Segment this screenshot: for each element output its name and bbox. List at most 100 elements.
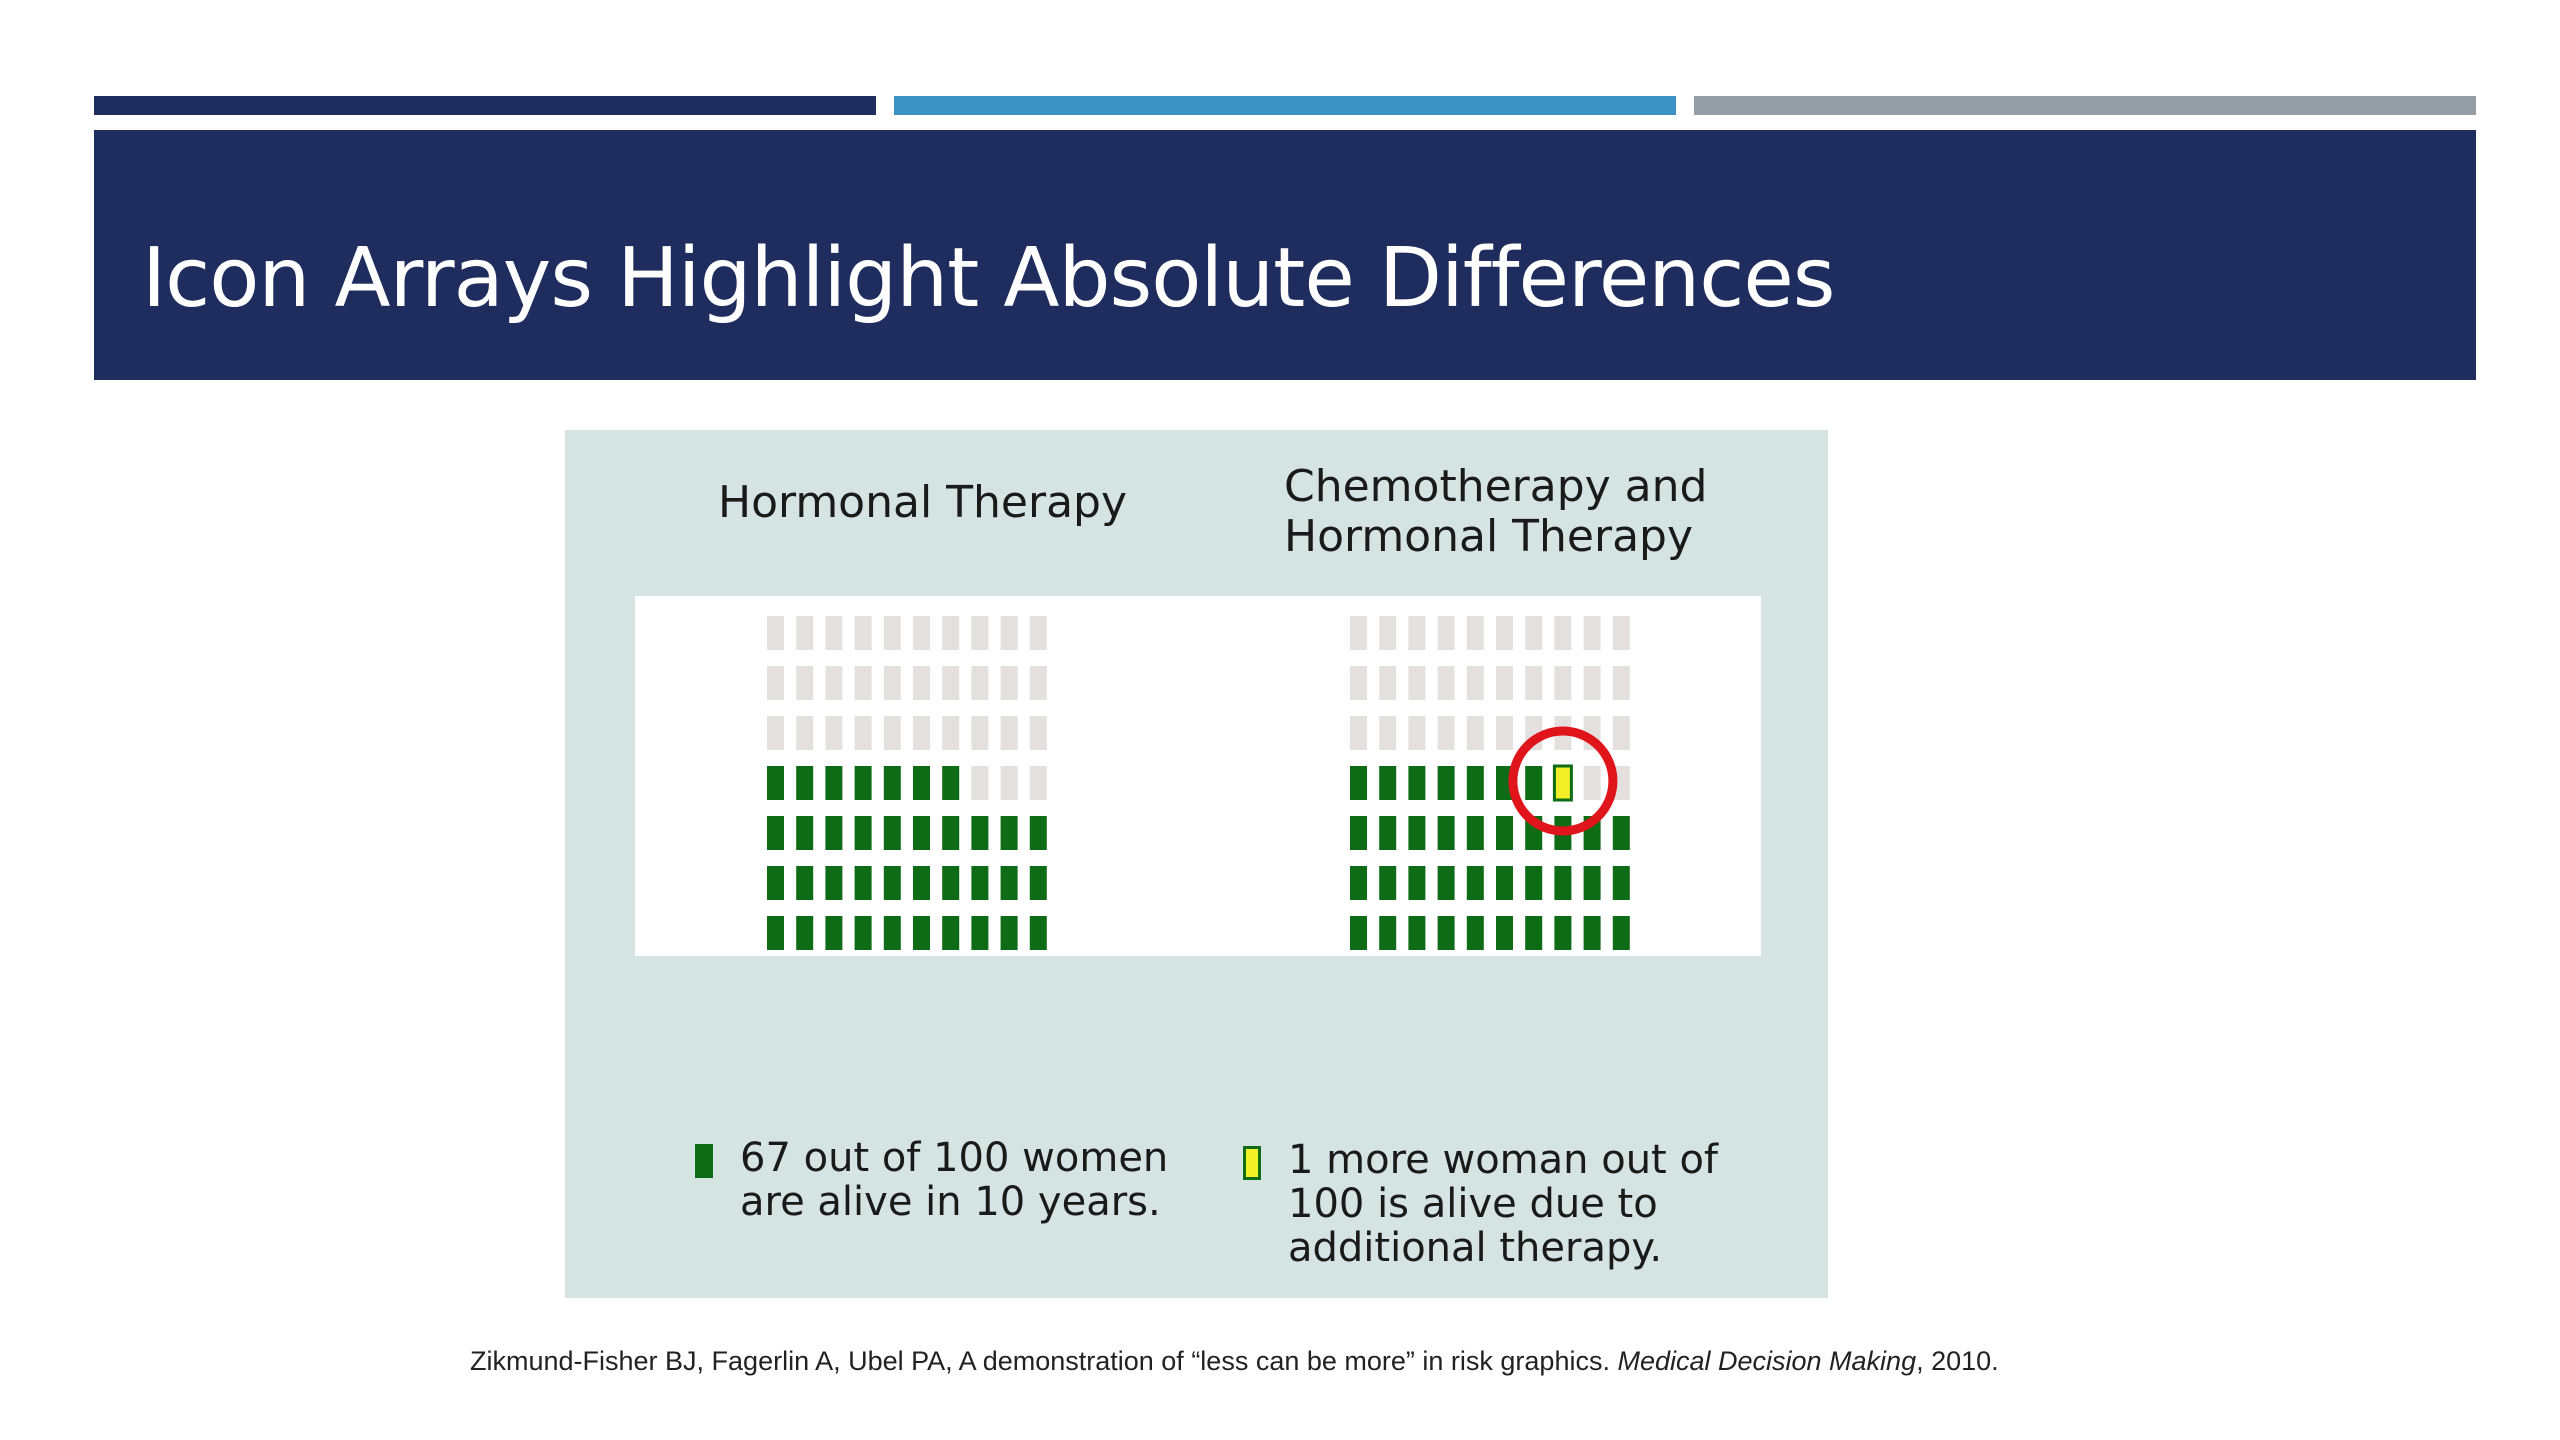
icon-alive: [942, 866, 960, 900]
icon-alive: [1525, 866, 1543, 900]
panel-title-hormonal: Hormonal Therapy: [718, 478, 1127, 528]
icon-not-alive: [1379, 716, 1397, 750]
icon-alive: [1612, 816, 1630, 850]
icon-array-figure: Hormonal Therapy Chemotherapy and Hormon…: [565, 430, 1828, 1298]
yellow-person-icon: [1243, 1146, 1261, 1180]
icon-alive: [854, 916, 872, 950]
icon-additional: [1552, 764, 1573, 802]
panel-title-hormonal-line: Hormonal Therapy: [718, 477, 1128, 528]
icon-not-alive: [854, 666, 872, 700]
icon-alive: [1029, 916, 1047, 950]
icon-not-alive: [913, 616, 930, 650]
icon-not-alive: [1379, 666, 1397, 700]
icon-alive: [1496, 816, 1513, 850]
icon-alive: [1000, 866, 1018, 900]
icon-not-alive: [1583, 616, 1601, 650]
icon-alive: [942, 916, 960, 950]
icon-alive: [796, 916, 814, 950]
icon-alive: [1525, 916, 1543, 950]
icon-not-alive: [883, 616, 901, 650]
icon-alive: [1583, 916, 1601, 950]
icon-alive: [1466, 866, 1484, 900]
icon-alive: [825, 866, 843, 900]
legend-text-additional: 1 more woman out of 100 is alive due to …: [1288, 1138, 1718, 1270]
icon-not-alive: [1525, 666, 1543, 700]
icon-not-alive: [1554, 666, 1572, 700]
icon-not-alive: [854, 616, 872, 650]
icon-alive: [854, 766, 872, 800]
slide-title: Icon Arrays Highlight Absolute Differenc…: [142, 231, 1836, 326]
legend-additional-line-3: additional therapy.: [1288, 1225, 1663, 1271]
icon-alive: [1437, 916, 1455, 950]
legend-additional-line-2: 100 is alive due to: [1288, 1181, 1658, 1227]
icon-not-alive: [1379, 616, 1397, 650]
icon-alive: [913, 766, 930, 800]
icon-not-alive: [1496, 716, 1513, 750]
icon-not-alive: [1000, 666, 1018, 700]
icon-alive: [1350, 916, 1367, 950]
legend-alive-line-1: 67 out of 100 women: [740, 1135, 1169, 1181]
icon-alive: [1466, 916, 1484, 950]
icon-array-box: [635, 596, 1761, 956]
citation-year: , 2010.: [1916, 1346, 1999, 1376]
icon-not-alive: [825, 616, 843, 650]
icon-not-alive: [971, 666, 989, 700]
icon-alive: [1437, 866, 1455, 900]
icon-alive: [1466, 766, 1484, 800]
icon-not-alive: [1029, 666, 1047, 700]
icon-alive: [1000, 816, 1018, 850]
icon-alive: [1583, 866, 1601, 900]
icon-alive: [971, 816, 989, 850]
icon-alive: [1029, 816, 1047, 850]
icon-alive: [825, 916, 843, 950]
icon-alive: [1525, 766, 1543, 800]
title-band: Icon Arrays Highlight Absolute Differenc…: [94, 130, 2476, 380]
icon-not-alive: [1583, 666, 1601, 700]
icon-not-alive: [854, 716, 872, 750]
icon-not-alive: [1408, 716, 1426, 750]
icon-alive: [767, 816, 784, 850]
icon-not-alive: [971, 716, 989, 750]
icon-alive: [1496, 766, 1513, 800]
icon-alive: [1496, 866, 1513, 900]
icon-alive: [1350, 866, 1367, 900]
icon-not-alive: [1466, 716, 1484, 750]
icon-not-alive: [767, 716, 784, 750]
icon-alive: [1496, 916, 1513, 950]
highlight-circle: [1508, 726, 1618, 836]
icon-not-alive: [1029, 766, 1047, 800]
icon-alive: [942, 766, 960, 800]
icon-alive: [1612, 916, 1630, 950]
icon-alive: [1408, 866, 1426, 900]
icon-not-alive: [883, 666, 901, 700]
icon-not-alive: [1350, 716, 1367, 750]
icon-alive: [796, 816, 814, 850]
icon-alive: [942, 816, 960, 850]
icon-alive: [913, 866, 930, 900]
icon-alive: [1408, 816, 1426, 850]
legend-text-alive: 67 out of 100 women are alive in 10 year…: [740, 1136, 1168, 1224]
icon-alive: [883, 766, 901, 800]
icon-alive: [971, 916, 989, 950]
icon-alive: [1466, 816, 1484, 850]
icon-not-alive: [942, 616, 960, 650]
icon-alive: [796, 766, 814, 800]
icon-not-alive: [796, 616, 814, 650]
icon-not-alive: [1496, 616, 1513, 650]
panel-title-chemo-line-1: Chemotherapy and: [1284, 461, 1708, 512]
icon-alive: [1350, 766, 1367, 800]
citation-text: Zikmund-Fisher BJ, Fagerlin A, Ubel PA, …: [470, 1346, 1618, 1376]
legend-additional-line-1: 1 more woman out of: [1288, 1137, 1718, 1183]
accent-bar-gray: [1694, 96, 2476, 115]
icon-not-alive: [1466, 616, 1484, 650]
icon-not-alive: [1350, 616, 1367, 650]
panel-title-chemo-line-2: Hormonal Therapy: [1284, 511, 1694, 562]
icon-not-alive: [942, 716, 960, 750]
icon-alive: [1554, 866, 1572, 900]
icon-alive: [796, 866, 814, 900]
icon-not-alive: [913, 716, 930, 750]
icon-alive: [1000, 916, 1018, 950]
icon-not-alive: [913, 666, 930, 700]
panel-title-chemo-hormonal: Chemotherapy and Hormonal Therapy: [1284, 462, 1707, 562]
icon-alive: [1379, 866, 1397, 900]
